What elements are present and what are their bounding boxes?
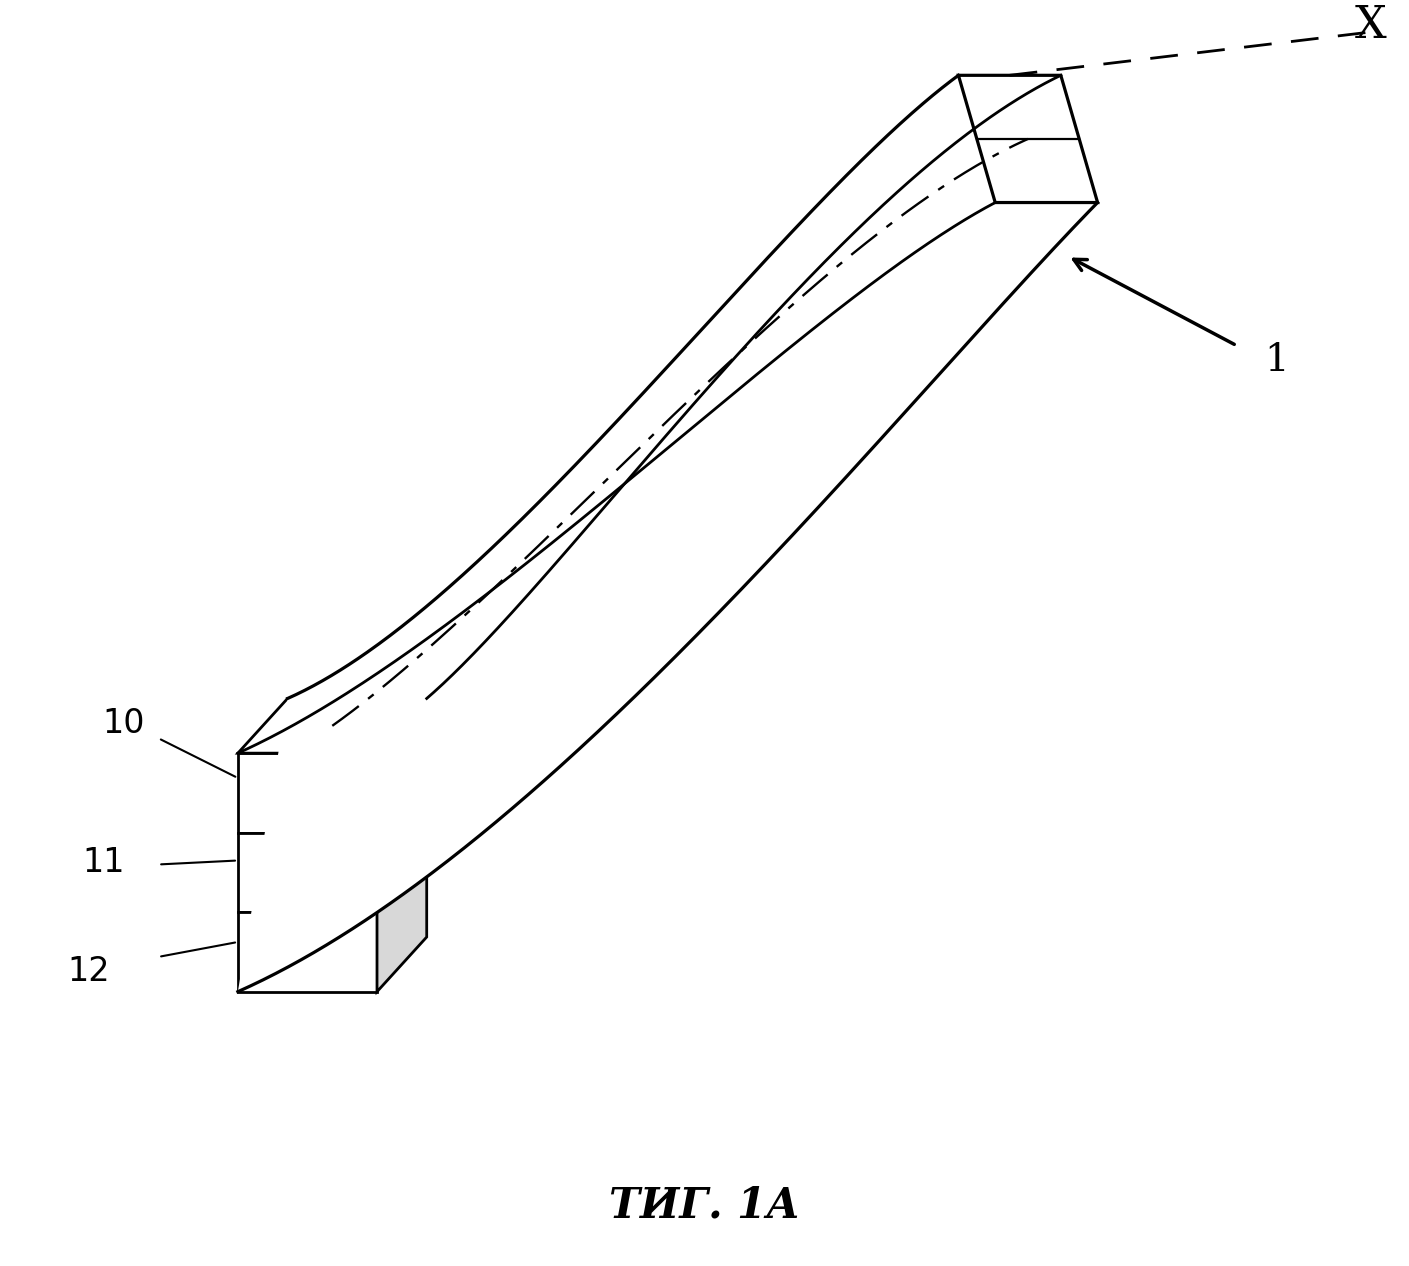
Polygon shape xyxy=(238,699,427,753)
Polygon shape xyxy=(378,699,427,991)
Polygon shape xyxy=(238,753,378,833)
Polygon shape xyxy=(958,75,1098,203)
Text: ΤИГ. 1А: ΤИГ. 1А xyxy=(609,1185,799,1227)
Text: 1: 1 xyxy=(1264,342,1289,379)
Text: 11: 11 xyxy=(83,846,125,879)
Text: 12: 12 xyxy=(68,956,110,989)
Text: 10: 10 xyxy=(103,706,145,739)
Polygon shape xyxy=(238,833,378,913)
Polygon shape xyxy=(238,75,1098,991)
Polygon shape xyxy=(238,913,378,991)
Text: X: X xyxy=(1355,4,1386,47)
